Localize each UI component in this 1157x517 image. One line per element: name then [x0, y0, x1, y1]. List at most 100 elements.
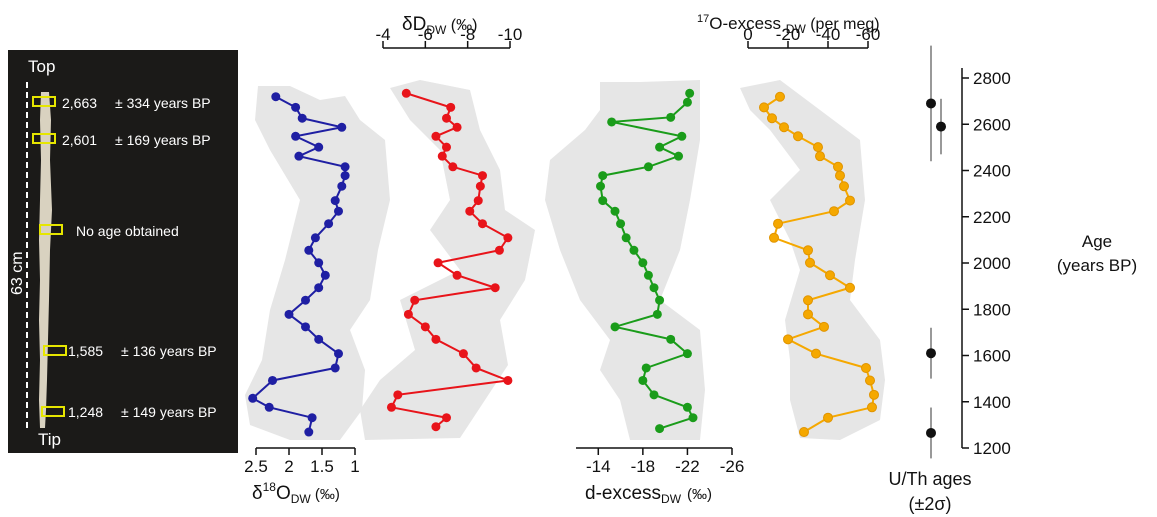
age-tick-label: 2400 [973, 162, 1011, 181]
o17-title-unit: (per meg) [806, 16, 880, 33]
d18o-series [248, 92, 350, 437]
dd-tick-label: -8 [460, 25, 475, 44]
dd-point [477, 219, 487, 229]
dexcess-tick-label: -22 [675, 457, 700, 476]
sample-marker-4 [43, 345, 67, 356]
d18o-point [291, 131, 301, 141]
o17-point [829, 206, 839, 217]
dd-point [410, 295, 420, 305]
o17-point [845, 195, 855, 206]
d18o-point [337, 122, 347, 132]
dd-x-ticks: -4 -6 -8 -10 [375, 25, 522, 48]
d18o-title-sub: DW [291, 492, 312, 506]
dexcess-point [610, 206, 620, 216]
dd-point [433, 258, 443, 268]
dexcess-point [643, 162, 653, 172]
dd-title-unit: (‰) [446, 17, 477, 34]
o17-point [811, 348, 821, 359]
d18o-tick-label: 2.5 [244, 457, 268, 476]
dexcess-title-sub: DW [661, 492, 682, 506]
dd-axis-title: δDDW (‰) [402, 14, 477, 37]
dd-point [442, 142, 451, 152]
sample-error-4: ± 136 years BP [121, 343, 217, 359]
dd-point [477, 171, 487, 181]
dexcess-point [638, 375, 648, 385]
d18o-point [334, 206, 343, 216]
o17-series [759, 91, 879, 438]
d18o-axis-title: δ18ODW (‰) [252, 480, 340, 506]
sample-marker-2 [32, 133, 56, 144]
d18o-tick-label: 2 [284, 457, 293, 476]
d18o-point [324, 219, 334, 229]
dd-point [471, 363, 481, 373]
dd-point [431, 334, 441, 344]
dd-point [475, 181, 485, 191]
o17-point [823, 412, 833, 423]
dd-point [401, 88, 411, 98]
o17-point [783, 334, 793, 345]
d18o-point [340, 171, 350, 181]
dexcess-point [655, 142, 665, 152]
dd-point [442, 413, 451, 423]
sample-age-1: 2,663 [62, 95, 97, 111]
age-tick-label: 1200 [973, 439, 1011, 458]
dexcess-axis-title: d-excessDW (‰) [585, 483, 712, 506]
o17-point [865, 375, 875, 386]
dd-point [458, 349, 468, 359]
age-tick-label: 2000 [973, 254, 1011, 273]
o17-point [803, 295, 813, 306]
o17-point [793, 131, 803, 142]
dexcess-point [677, 131, 687, 141]
o17-point [869, 389, 879, 400]
age-tick-label: 1400 [973, 393, 1011, 412]
sample-age-2: 2,601 [62, 132, 97, 148]
o17-point [799, 427, 809, 438]
dexcess-point [682, 349, 692, 359]
age-axis-title-line2: (years BP) [1057, 256, 1137, 275]
o17-axis-title: 17O-excess DW (per meg) [697, 13, 880, 36]
dd-point [465, 206, 475, 216]
o17-point [803, 245, 813, 256]
dexcess-point [666, 334, 676, 344]
dexcess-point [598, 196, 608, 206]
o17-point [815, 151, 825, 162]
d18o-title-sup: 18 [263, 480, 277, 494]
dexcess-point [674, 151, 684, 161]
age-tick-label: 1600 [973, 347, 1011, 366]
uth-points [926, 45, 946, 459]
d18o-point [297, 113, 307, 123]
dd-point [403, 309, 413, 319]
dd-panel: -4 -6 -8 -10 δDDW (‰) [360, 14, 535, 440]
dexcess-point [638, 258, 648, 268]
sample-marker-1 [32, 96, 56, 107]
dexcess-point [649, 390, 659, 400]
dexcess-point [643, 270, 653, 280]
dd-point [437, 151, 447, 161]
dexcess-title-unit: (‰) [687, 486, 712, 503]
dd-point [494, 245, 504, 255]
d18o-x-ticks: 2.5 2 1.5 1 [244, 448, 360, 476]
dexcess-tick-label: -26 [720, 457, 745, 476]
dexcess-point [685, 88, 695, 98]
o17-tick-label: 0 [743, 25, 752, 44]
dexcess-point [666, 112, 676, 122]
dd-point [431, 422, 441, 432]
d18o-point [284, 309, 294, 319]
d18o-point [304, 245, 314, 255]
d18o-point [314, 283, 324, 293]
dd-point [446, 102, 456, 112]
o17-title-sup: 17 [697, 13, 709, 25]
d18o-point [307, 413, 317, 423]
dexcess-point [652, 309, 662, 319]
o17-title-sub: DW [786, 22, 807, 36]
dd-point [393, 390, 403, 400]
o17-point [861, 362, 871, 373]
d18o-point [301, 295, 310, 305]
o17-point [773, 218, 783, 229]
sample-error-5: ± 149 years BP [121, 404, 217, 420]
sample-error-1: ± 334 years BP [115, 95, 211, 111]
age-tick-label: 2800 [973, 69, 1011, 88]
o17-point [767, 113, 777, 124]
dexcess-tick-label: -14 [586, 457, 611, 476]
dexcess-point [610, 322, 620, 332]
